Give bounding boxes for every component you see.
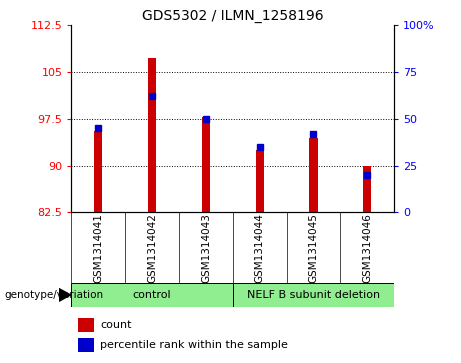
- Polygon shape: [59, 289, 71, 301]
- Text: genotype/variation: genotype/variation: [5, 290, 104, 300]
- Bar: [202, 117, 210, 212]
- Text: count: count: [100, 320, 132, 330]
- Bar: [256, 150, 264, 212]
- Bar: [78, 338, 94, 352]
- Text: percentile rank within the sample: percentile rank within the sample: [100, 340, 289, 350]
- Bar: [78, 318, 94, 332]
- Bar: [95, 131, 102, 212]
- Bar: [148, 58, 156, 212]
- Bar: [233, 283, 394, 307]
- Text: NELF B subunit deletion: NELF B subunit deletion: [247, 290, 380, 300]
- Text: GSM1314041: GSM1314041: [93, 213, 103, 283]
- Text: GSM1314045: GSM1314045: [308, 213, 319, 283]
- Text: GSM1314043: GSM1314043: [201, 213, 211, 283]
- Text: GSM1314046: GSM1314046: [362, 213, 372, 283]
- Text: control: control: [133, 290, 171, 300]
- Bar: [309, 138, 318, 212]
- Text: GSM1314044: GSM1314044: [254, 213, 265, 283]
- Bar: [71, 283, 233, 307]
- Text: GSM1314042: GSM1314042: [147, 213, 157, 283]
- Bar: [363, 166, 371, 212]
- Title: GDS5302 / ILMN_1258196: GDS5302 / ILMN_1258196: [142, 9, 324, 23]
